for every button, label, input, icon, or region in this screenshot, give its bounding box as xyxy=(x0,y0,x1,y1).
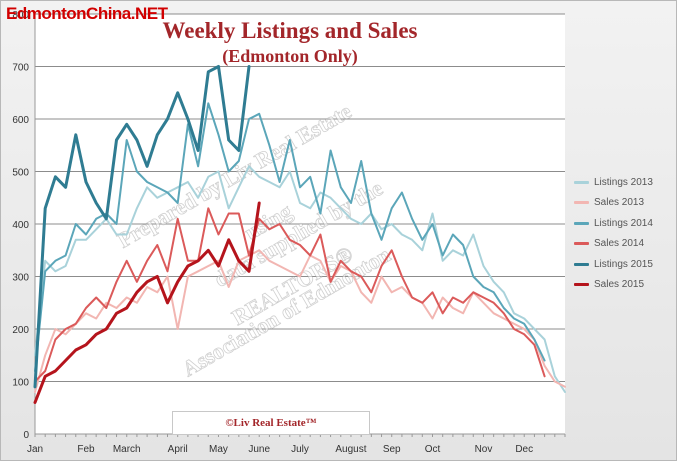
legend-item: Sales 2014 xyxy=(574,234,670,255)
x-tick-label: Nov xyxy=(475,444,493,455)
series-line-listings-2013 xyxy=(34,165,566,393)
y-tick-label: 500 xyxy=(12,168,29,179)
legend-swatch xyxy=(574,201,589,205)
x-tick-label: July xyxy=(291,444,309,455)
y-tick-label: 400 xyxy=(12,220,29,231)
y-tick-label: 700 xyxy=(12,63,29,74)
chart-title: Weekly Listings and Sales xyxy=(162,18,418,43)
legend-swatch xyxy=(574,242,589,246)
series-line-listings-2014 xyxy=(34,102,546,372)
legend-swatch xyxy=(574,283,589,287)
legend-label: Listings 2015 xyxy=(594,258,653,270)
chart-subtitle: (Edmonton Only) xyxy=(222,46,358,66)
x-tick-label: April xyxy=(168,444,188,455)
legend-swatch xyxy=(574,221,589,225)
y-tick-label: 800 xyxy=(12,10,29,21)
legend-label: Sales 2015 xyxy=(594,279,645,291)
legend-item: Sales 2015 xyxy=(574,275,670,296)
legend-label: Listings 2013 xyxy=(594,176,653,188)
y-tick-label: 600 xyxy=(12,115,29,126)
legend-label: Listings 2014 xyxy=(594,217,653,229)
y-tick-label: 0 xyxy=(23,430,29,441)
credit-label: ©Liv Real Estate™ xyxy=(172,411,370,435)
x-tick-label: Feb xyxy=(77,444,95,455)
x-tick-label: August xyxy=(335,444,366,455)
series-line-listings-2015 xyxy=(33,65,251,389)
legend-swatch xyxy=(574,180,589,184)
x-tick-label: Oct xyxy=(425,444,441,455)
x-tick-label: Jan xyxy=(27,444,43,455)
x-tick-label: May xyxy=(209,444,228,455)
brand-logo-text: EdmontonChina.NET xyxy=(6,4,168,23)
y-tick-label: 200 xyxy=(12,325,29,336)
legend-swatch xyxy=(574,262,589,266)
legend-item: Sales 2013 xyxy=(574,193,670,214)
legend-item: Listings 2014 xyxy=(574,213,670,234)
x-tick-label: Sep xyxy=(383,444,401,455)
chart-legend: Listings 2013 Sales 2013 Listings 2014 Sale… xyxy=(574,172,670,295)
y-axis-ticks: 0 100 200 300 400 500 600 700 800 xyxy=(12,10,29,441)
series-line-sales-2014 xyxy=(34,207,546,383)
y-tick-label: 100 xyxy=(12,378,29,389)
legend-item: Listings 2013 xyxy=(574,172,670,193)
legend-label: Sales 2014 xyxy=(594,238,645,250)
x-tick-label: Dec xyxy=(515,444,533,455)
legend-label: Sales 2013 xyxy=(594,197,645,209)
series-line-sales-2013 xyxy=(34,249,566,393)
x-tick-label: March xyxy=(113,444,141,455)
series-line-sales-2015 xyxy=(33,201,261,404)
legend-item: Listings 2015 xyxy=(574,254,670,275)
x-tick-label: June xyxy=(248,444,270,455)
y-tick-label: 300 xyxy=(12,273,29,284)
x-axis-ticks: Jan Feb March April May June July August Sep Oct N… xyxy=(27,434,566,455)
chart-series xyxy=(33,65,566,404)
